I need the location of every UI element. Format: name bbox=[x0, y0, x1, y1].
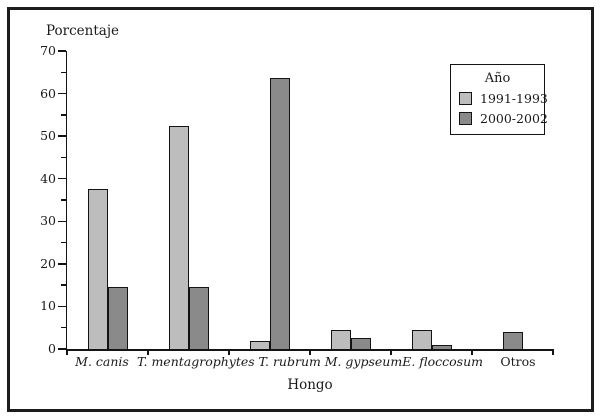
y-major-tick bbox=[57, 135, 66, 137]
bar bbox=[330, 329, 351, 349]
x-category-label: M. canis bbox=[75, 354, 129, 369]
legend-title: Año bbox=[484, 71, 511, 86]
y-major-tick bbox=[57, 50, 66, 52]
legend-entry: 2000-2002 bbox=[459, 111, 548, 126]
y-tick-label: 50 bbox=[40, 128, 56, 144]
y-minor-tick bbox=[60, 199, 66, 201]
x-boundary-tick bbox=[309, 349, 311, 355]
x-category-label: Otros bbox=[500, 354, 536, 369]
y-major-tick bbox=[57, 348, 66, 350]
x-boundary-tick bbox=[66, 349, 68, 355]
x-category-label: E. floccosum bbox=[402, 354, 483, 369]
x-axis-labels: M. canis T. mentagrophytes T. rubrum M. gyp… bbox=[67, 354, 553, 369]
legend-swatch bbox=[459, 92, 472, 105]
bar-group bbox=[391, 51, 472, 349]
y-tick-label: 10 bbox=[40, 298, 56, 314]
y-tick-label: 0 bbox=[48, 341, 56, 356]
legend-entry-label: 2000-2002 bbox=[480, 111, 548, 126]
y-tick-label: 20 bbox=[40, 255, 56, 271]
y-tick-label: 30 bbox=[40, 213, 56, 229]
x-boundary-tick bbox=[228, 349, 230, 355]
legend-entries: 1991-1993 2000-2002 bbox=[459, 91, 548, 126]
x-axis-title: Hongo bbox=[287, 377, 333, 393]
bar bbox=[107, 286, 128, 349]
bar bbox=[411, 330, 432, 349]
bar bbox=[502, 331, 523, 349]
x-category-label: T. mentagrophytes bbox=[137, 354, 255, 369]
bar bbox=[350, 337, 371, 349]
y-minor-tick bbox=[60, 326, 66, 329]
bar-group bbox=[67, 51, 148, 349]
y-major-tick bbox=[57, 263, 66, 265]
x-boundary-tick bbox=[552, 349, 554, 355]
bar-group bbox=[310, 51, 391, 349]
y-major-tick bbox=[57, 305, 66, 308]
bar bbox=[87, 188, 108, 349]
y-minor-tick bbox=[60, 71, 66, 74]
legend-entry-label: 1991-1993 bbox=[480, 91, 548, 106]
y-tick-label: 60 bbox=[40, 85, 56, 101]
bar-group bbox=[148, 51, 229, 349]
bar-group bbox=[229, 51, 310, 349]
bar bbox=[168, 125, 189, 349]
legend-entry: 1991-1993 bbox=[459, 91, 548, 106]
x-boundary-tick bbox=[147, 349, 149, 355]
y-minor-tick bbox=[60, 284, 66, 286]
y-axis-line bbox=[65, 51, 67, 349]
x-category-label: T. rubrum bbox=[258, 354, 321, 369]
bar-group bbox=[472, 51, 553, 349]
legend: Año 1991-1993 2000-2002 bbox=[450, 64, 548, 135]
bar bbox=[249, 341, 270, 349]
bar bbox=[431, 345, 452, 349]
y-axis-title: Porcentaje bbox=[46, 23, 120, 39]
bar bbox=[188, 286, 209, 349]
y-minor-tick bbox=[60, 156, 66, 159]
y-minor-tick bbox=[60, 241, 66, 244]
bar bbox=[269, 77, 290, 349]
bar-series bbox=[67, 51, 553, 349]
y-tick-label: 40 bbox=[40, 170, 56, 186]
x-boundary-tick bbox=[390, 349, 392, 355]
y-tick-label: 70 bbox=[40, 43, 56, 58]
y-major-tick bbox=[57, 177, 66, 180]
y-major-tick bbox=[57, 220, 66, 223]
x-boundary-tick bbox=[471, 349, 473, 355]
y-major-tick bbox=[57, 92, 66, 95]
x-category-label: M. gypseum bbox=[324, 354, 403, 369]
y-minor-tick bbox=[60, 114, 66, 116]
plot-area: 0 10 20 30 40 50 60 70 bbox=[40, 44, 554, 356]
legend-swatch bbox=[459, 112, 472, 125]
